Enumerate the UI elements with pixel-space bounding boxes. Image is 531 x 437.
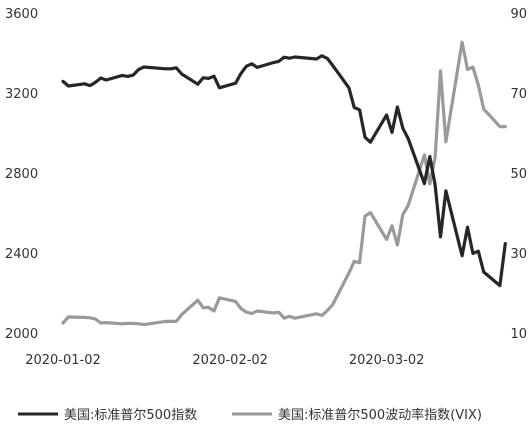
legend: 美国:标准普尔500指数 美国:标准普尔500波动率指数(VIX) bbox=[18, 407, 482, 423]
right-tick-label: 10 bbox=[510, 327, 527, 342]
left-tick-label: 3200 bbox=[5, 87, 38, 102]
series-layer bbox=[61, 40, 507, 327]
sp500-series-line bbox=[61, 54, 507, 288]
right-tick-label: 50 bbox=[510, 167, 527, 182]
left-axis: 2000 2400 2800 3200 3600 bbox=[5, 7, 38, 342]
left-tick-label: 2400 bbox=[5, 247, 38, 262]
x-tick-label: 2020-01-02 bbox=[25, 353, 101, 368]
x-tick-label: 2020-02-02 bbox=[192, 353, 268, 368]
right-tick-label: 90 bbox=[510, 7, 527, 22]
right-tick-label: 30 bbox=[510, 247, 527, 262]
x-axis: 2020-01-02 2020-02-02 2020-03-02 bbox=[25, 353, 424, 368]
left-tick-label: 2800 bbox=[5, 167, 38, 182]
legend-label: 美国:标准普尔500波动率指数(VIX) bbox=[278, 407, 482, 423]
right-tick-label: 70 bbox=[510, 87, 527, 102]
x-tick-label: 2020-03-02 bbox=[349, 353, 425, 368]
vix-series-line bbox=[61, 40, 507, 327]
left-tick-label: 2000 bbox=[5, 327, 38, 342]
right-axis: 10 30 50 70 90 bbox=[510, 7, 527, 342]
legend-label: 美国:标准普尔500指数 bbox=[64, 408, 197, 423]
left-tick-label: 3600 bbox=[5, 7, 38, 22]
